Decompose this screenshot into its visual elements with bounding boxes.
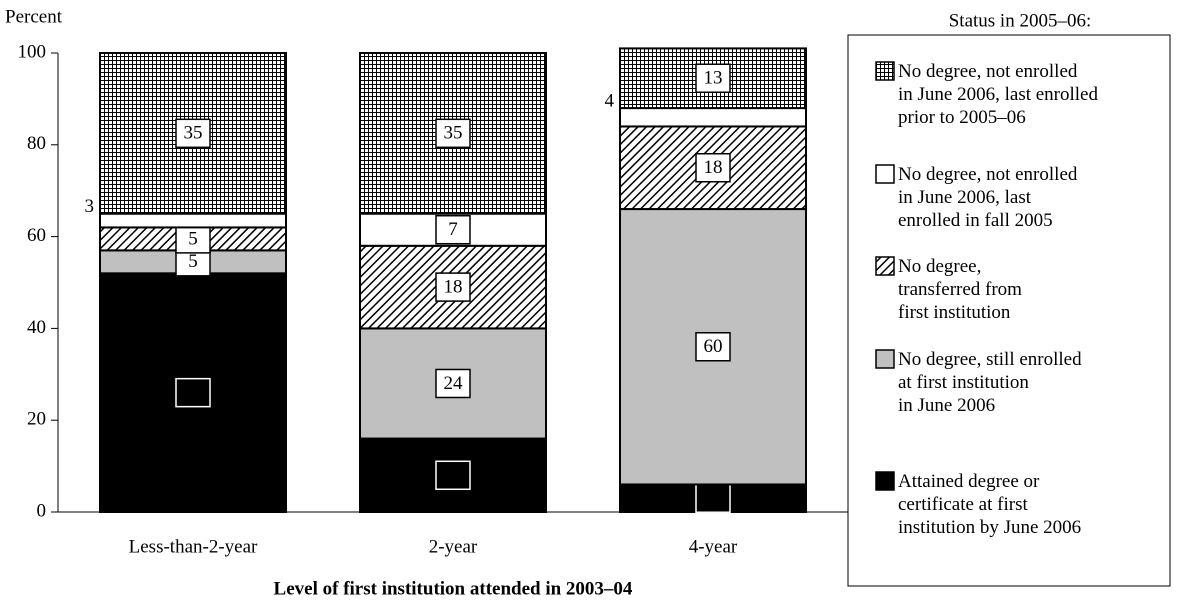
value-label: 18 xyxy=(704,157,723,178)
bar-segment xyxy=(99,212,287,229)
legend-swatch xyxy=(875,471,895,491)
value-label-box xyxy=(435,460,471,491)
y-tick-label: 40 xyxy=(27,317,46,338)
legend-swatch xyxy=(875,61,895,81)
y-tick-label: 100 xyxy=(18,41,47,62)
legend-label: No degree, transferred from first instit… xyxy=(898,256,1022,323)
legend-title: Status in 2005–06: xyxy=(949,10,1092,31)
y-axis-title: Percent xyxy=(5,6,63,27)
legend-label: No degree, still enrolled at first insti… xyxy=(898,349,1082,416)
value-label: 3 xyxy=(85,196,95,217)
legend-label: No degree, not enrolled in June 2006, la… xyxy=(898,164,1078,231)
value-label: 6 xyxy=(708,488,718,509)
value-label-box xyxy=(175,377,211,408)
y-tick-label: 0 xyxy=(37,500,47,521)
value-label-box xyxy=(695,63,731,93)
value-label: 35 xyxy=(444,123,463,144)
value-label-box xyxy=(435,272,471,302)
value-label: 16 xyxy=(444,465,463,486)
value-label: 5 xyxy=(188,251,198,272)
legend-label: Attained degree or certificate at first … xyxy=(898,471,1082,538)
legend-swatch xyxy=(875,164,895,184)
legend-swatch xyxy=(875,349,895,369)
x-tick-label: 2-year xyxy=(429,536,478,557)
y-tick-label: 60 xyxy=(27,225,46,246)
value-label-box xyxy=(435,368,471,399)
value-label-box xyxy=(435,214,471,245)
value-label: 13 xyxy=(704,68,723,89)
value-label-box xyxy=(175,118,211,149)
value-label: 24 xyxy=(444,373,464,394)
bar-segment xyxy=(619,107,807,128)
legend-label: No degree, not enrolled in June 2006, la… xyxy=(898,61,1098,128)
value-label: 5 xyxy=(188,228,198,249)
y-tick-label: 20 xyxy=(27,409,46,430)
y-tick-label: 80 xyxy=(27,133,46,154)
value-label: 7 xyxy=(448,219,458,240)
x-axis-title: Level of first institution attended in 2… xyxy=(274,578,633,599)
value-label: 52 xyxy=(184,382,203,403)
value-label: 4 xyxy=(605,90,615,111)
x-tick-label: Less-than-2-year xyxy=(129,536,258,557)
legend-swatch xyxy=(875,256,895,276)
value-label: 60 xyxy=(704,336,723,357)
legend-box xyxy=(847,34,1171,587)
x-tick-label: 4-year xyxy=(689,536,738,557)
value-label: 18 xyxy=(444,276,463,297)
value-label-box xyxy=(695,153,731,183)
value-label: 35 xyxy=(184,123,203,144)
value-label-box xyxy=(695,332,731,362)
value-label-box xyxy=(435,118,471,149)
